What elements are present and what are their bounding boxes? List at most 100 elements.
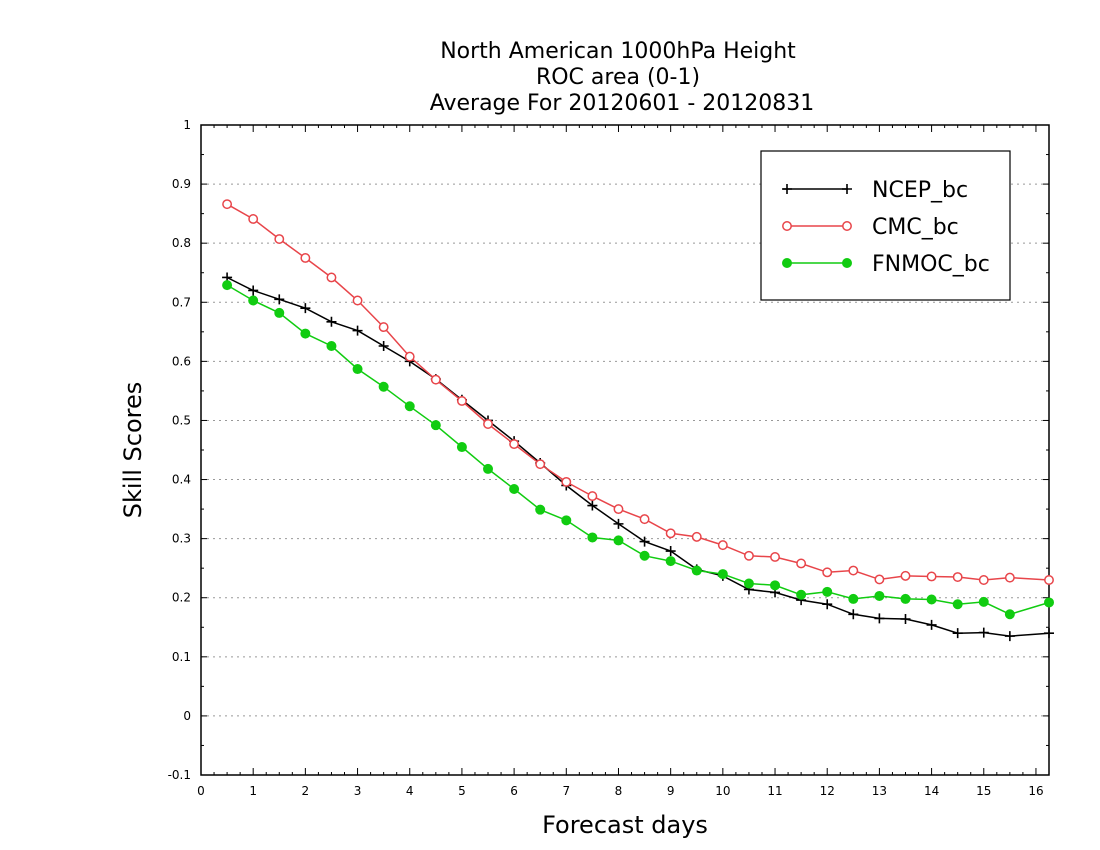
series-ncep-bc <box>222 272 1054 642</box>
data-point <box>587 532 598 543</box>
x-tick-label: 8 <box>615 784 623 798</box>
title-line-3: Average For 20120601 - 20120831 <box>430 91 815 116</box>
legend-label: NCEP_bc <box>872 178 968 203</box>
data-point <box>326 316 337 327</box>
data-point <box>587 491 598 502</box>
y-axis-label: Skill Scores <box>119 382 147 519</box>
data-point <box>274 294 285 305</box>
data-point <box>842 258 852 268</box>
title-line-1: North American 1000hPa Height <box>440 39 796 64</box>
data-point <box>665 556 676 567</box>
data-point <box>770 580 781 591</box>
data-point <box>274 234 285 244</box>
y-tick-label: 0.8 <box>172 236 191 250</box>
data-point <box>848 593 859 604</box>
legend-entry: NCEP_bc <box>782 178 968 203</box>
y-tick-label: 1 <box>183 118 191 132</box>
series-line <box>226 284 1050 616</box>
x-tick-label: 14 <box>924 784 939 798</box>
data-point <box>248 214 259 224</box>
data-point <box>926 619 937 630</box>
data-point <box>691 565 702 576</box>
data-point <box>456 442 467 453</box>
data-point <box>848 609 859 620</box>
data-point <box>1044 597 1054 608</box>
data-point <box>300 303 311 314</box>
data-point <box>842 221 852 231</box>
data-point <box>613 504 624 515</box>
y-tick-label: 0.3 <box>172 532 191 546</box>
data-point <box>509 439 520 450</box>
data-point <box>1004 631 1015 642</box>
data-point <box>248 285 259 296</box>
data-point <box>561 476 572 487</box>
data-point <box>743 578 754 589</box>
chart-title: North American 1000hPa Height ROC area (… <box>430 39 815 116</box>
x-tick-label: 7 <box>562 784 570 798</box>
data-point <box>222 199 233 210</box>
x-tick-label: 10 <box>715 784 730 798</box>
x-tick-label: 6 <box>510 784 518 798</box>
data-point <box>378 381 389 392</box>
data-point <box>456 396 467 406</box>
data-point <box>978 627 989 638</box>
data-point <box>430 374 441 385</box>
data-point <box>1044 628 1054 639</box>
data-point <box>300 253 311 263</box>
data-point <box>561 515 572 526</box>
data-point <box>978 596 989 607</box>
data-point <box>535 504 546 515</box>
data-point <box>782 184 792 194</box>
data-point <box>796 558 807 569</box>
data-point <box>535 459 546 470</box>
x-tick-label: 5 <box>458 784 466 798</box>
legend-label: CMC_bc <box>872 215 959 240</box>
data-point <box>874 574 885 585</box>
legend-label: FNMOC_bc <box>872 252 990 277</box>
data-point <box>326 341 337 351</box>
data-point <box>248 295 259 306</box>
data-point <box>900 614 911 624</box>
data-point <box>274 307 285 318</box>
x-tick-label: 13 <box>872 784 887 798</box>
data-point <box>300 328 311 339</box>
data-point <box>796 589 807 600</box>
data-point <box>822 567 833 578</box>
y-tick-label: 0.4 <box>172 473 191 487</box>
data-point <box>483 419 493 429</box>
x-tick-label: 16 <box>1028 784 1043 798</box>
data-point <box>639 514 650 525</box>
x-tick-label: 1 <box>249 784 257 798</box>
series-line <box>226 276 1050 637</box>
x-tick-label: 3 <box>354 784 362 798</box>
data-point <box>613 518 624 529</box>
data-point <box>483 463 494 474</box>
data-point <box>743 550 754 561</box>
y-tick-label: 0.2 <box>172 591 191 605</box>
data-point <box>782 258 792 268</box>
data-point <box>717 569 728 580</box>
y-tick-label: 0.7 <box>172 295 191 309</box>
data-point <box>952 628 963 639</box>
data-point <box>1004 572 1015 583</box>
data-point <box>874 590 885 601</box>
legend: NCEP_bc CMC_bc FNMOC_bc <box>760 150 1011 301</box>
data-point <box>378 322 389 333</box>
x-tick-label: 0 <box>197 784 205 798</box>
legend-entry: FNMOC_bc <box>782 252 990 277</box>
data-point <box>222 280 233 291</box>
x-tick-label: 11 <box>767 784 782 798</box>
data-point <box>926 571 937 582</box>
x-tick-label: 15 <box>976 784 991 798</box>
data-point <box>352 325 363 336</box>
series-cmc-bc <box>222 199 1054 585</box>
data-point <box>770 552 780 562</box>
title-line-2: ROC area (0-1) <box>536 65 700 90</box>
x-axis-ticks: 0 1 2 3 4 5 6 7 8 9 10 11 12 13 14 15 16 <box>197 125 1050 798</box>
y-axis-ticks: -0.1 0 0.1 0.2 0.3 0.4 0.5 0.6 0.7 0.8 0.9 1 <box>168 118 1049 782</box>
data-point <box>978 575 989 585</box>
data-point <box>326 272 337 283</box>
data-point <box>378 341 389 351</box>
data-point <box>404 351 415 362</box>
y-tick-label: 0.9 <box>172 177 191 191</box>
